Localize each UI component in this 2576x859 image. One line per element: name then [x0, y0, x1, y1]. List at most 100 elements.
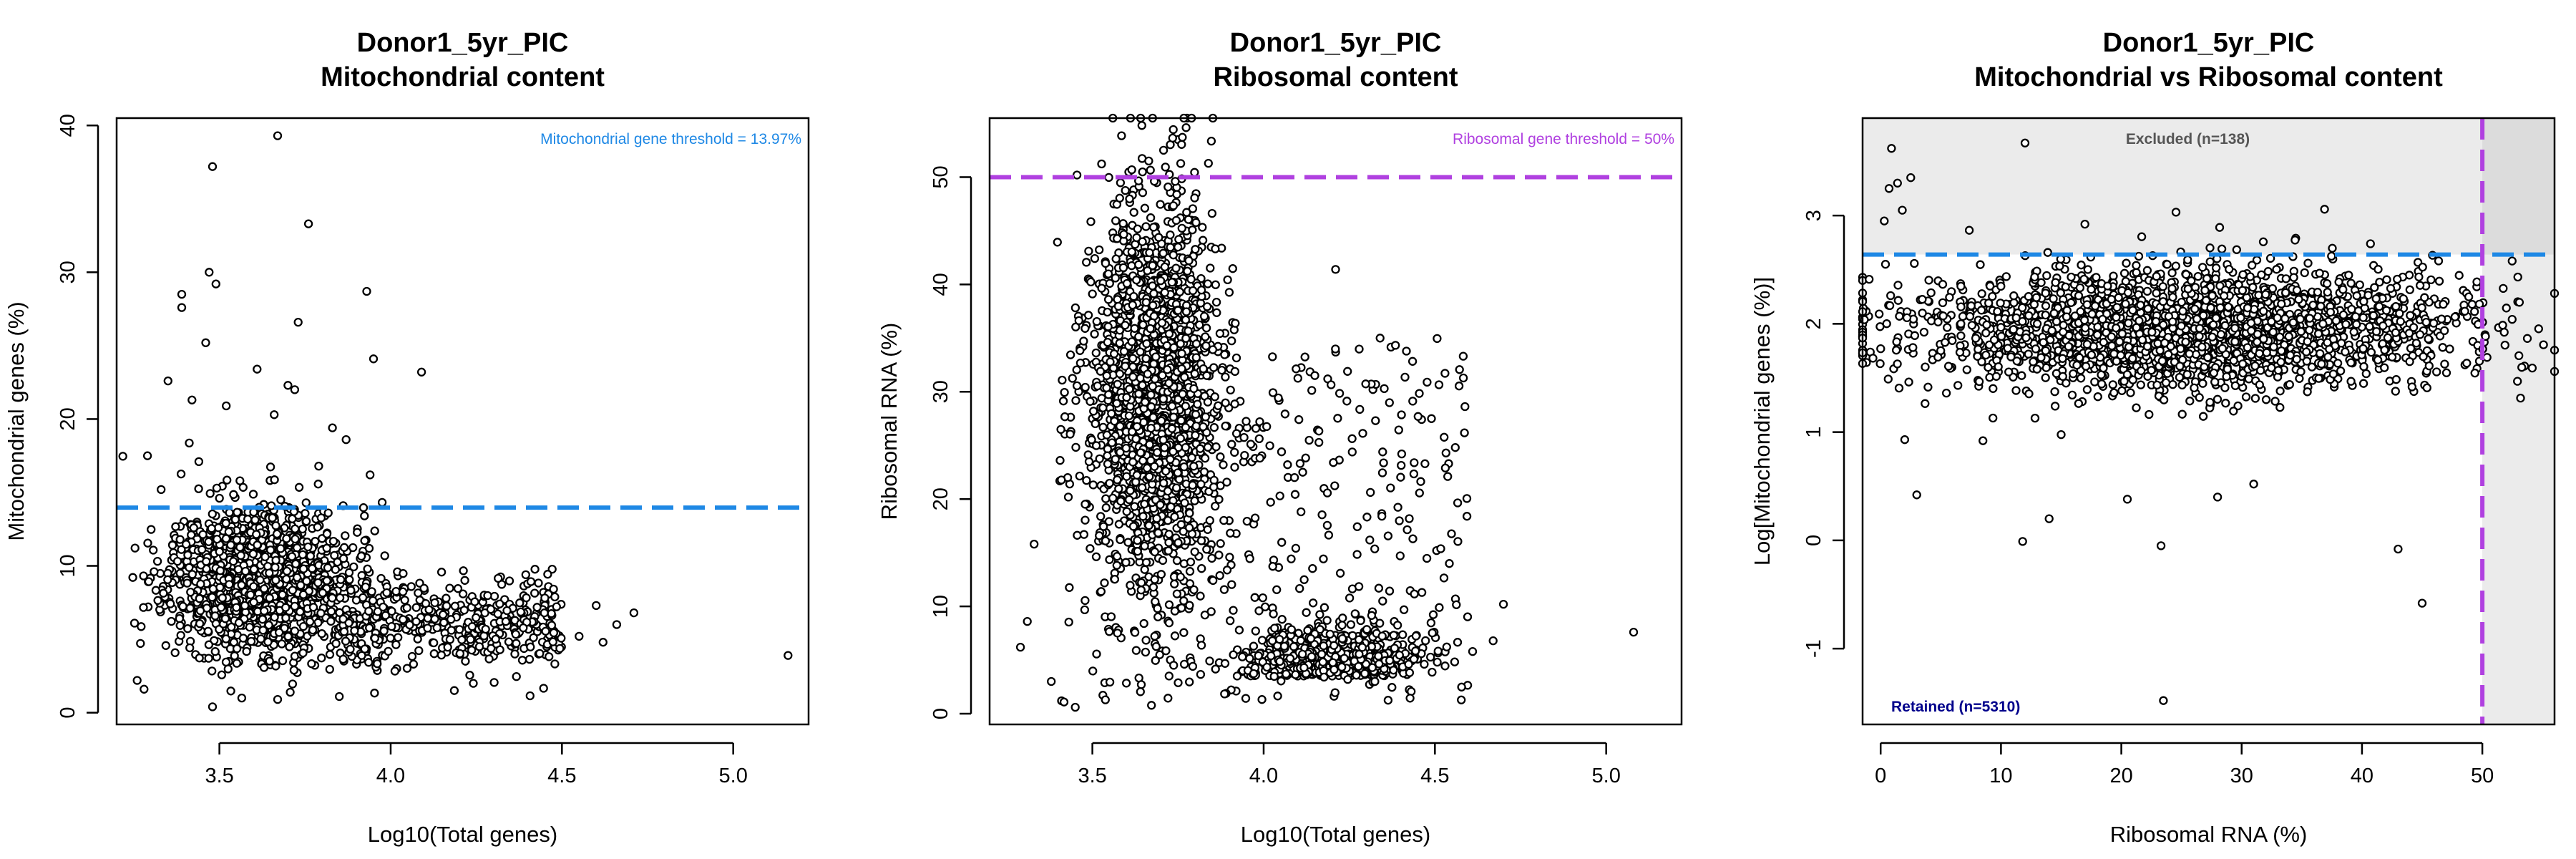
data-point: [1105, 478, 1114, 488]
data-point: [483, 591, 492, 601]
y-tick-label: 10: [57, 554, 79, 577]
data-point: [1450, 657, 1460, 666]
data-point: [142, 451, 152, 460]
data-point: [1088, 480, 1098, 490]
data-point: [1188, 225, 1197, 235]
data-point: [1277, 447, 1287, 457]
data-point: [301, 498, 311, 508]
data-point: [1310, 371, 1319, 380]
data-point: [1181, 307, 1191, 316]
data-point: [1181, 442, 1190, 452]
data-point: [1258, 593, 1267, 603]
data-point: [1184, 326, 1193, 336]
data-point: [552, 602, 561, 611]
data-point: [211, 279, 220, 288]
data-point: [1162, 341, 1171, 350]
data-point: [1140, 541, 1149, 550]
excluded-region-corner: [2482, 118, 2555, 255]
data-point: [1096, 587, 1106, 596]
data-point: [1352, 550, 1362, 559]
data-point: [1397, 460, 1406, 470]
data-point: [229, 490, 238, 499]
data-point: [178, 601, 187, 611]
data-point: [1097, 159, 1106, 169]
data-point: [1124, 411, 1134, 421]
data-point: [1146, 402, 1156, 412]
data-point: [1190, 496, 1199, 505]
data-point: [311, 537, 320, 546]
data-point: [1283, 460, 1292, 470]
data-point: [1241, 694, 1251, 703]
data-point: [1080, 324, 1090, 333]
data-point: [322, 543, 331, 553]
data-point: [2394, 544, 2403, 554]
data-point: [1355, 649, 1364, 659]
data-point: [313, 480, 323, 489]
data-point: [242, 646, 251, 656]
data-point: [1241, 417, 1251, 426]
data-point: [1314, 437, 1324, 447]
data-point: [220, 614, 230, 623]
data-point: [1141, 222, 1151, 231]
data-point: [1105, 677, 1115, 687]
data-point: [461, 656, 470, 666]
data-point: [432, 623, 441, 633]
data-point: [298, 621, 308, 631]
data-point: [161, 641, 170, 650]
data-point: [1153, 612, 1163, 621]
data-point: [1906, 173, 1916, 183]
data-point: [1164, 600, 1174, 609]
data-point: [1319, 554, 1328, 563]
data-point: [299, 564, 308, 573]
data-point: [1122, 472, 1131, 481]
data-point: [248, 490, 258, 499]
data-point: [2156, 541, 2166, 550]
data-point: [1329, 458, 1338, 467]
data-point: [1158, 248, 1168, 258]
data-point: [1058, 397, 1068, 406]
data-point: [265, 568, 274, 578]
data-point: [1277, 538, 1287, 547]
data-point: [208, 702, 218, 712]
data-point: [1141, 558, 1151, 567]
data-point: [1070, 702, 1080, 712]
data-point: [255, 576, 265, 585]
data-point: [1157, 318, 1167, 328]
data-point: [373, 607, 383, 616]
data-point: [487, 644, 496, 653]
data-point: [1207, 553, 1216, 563]
data-point: [1203, 442, 1213, 452]
data-point: [1202, 302, 1212, 311]
data-point: [235, 476, 245, 485]
data-point: [1150, 575, 1159, 584]
data-point: [1083, 311, 1093, 320]
data-point: [1457, 695, 1466, 704]
data-point: [167, 616, 176, 626]
data-point: [1225, 553, 1234, 562]
data-point: [139, 571, 148, 581]
data-point: [1887, 144, 1896, 153]
data-point: [1251, 424, 1261, 433]
data-point: [1898, 205, 1907, 215]
data-point: [1119, 230, 1128, 239]
data-point: [1158, 555, 1168, 566]
data-point: [1455, 365, 1464, 374]
data-point: [1144, 521, 1153, 530]
data-point: [313, 523, 322, 532]
data-point: [1282, 669, 1291, 679]
data-point: [1146, 324, 1155, 334]
data-point: [1114, 520, 1124, 529]
data-point: [215, 566, 225, 576]
data-point: [149, 545, 158, 555]
data-point: [1231, 353, 1241, 363]
data-point: [1411, 631, 1421, 641]
data-point: [1199, 422, 1208, 432]
data-point: [1285, 654, 1295, 663]
data-point: [1319, 641, 1328, 651]
data-point: [1405, 668, 1415, 677]
data-point: [1164, 379, 1174, 388]
data-point: [1070, 303, 1080, 313]
data-point: [1257, 695, 1267, 704]
data-point: [1109, 349, 1119, 359]
data-point: [1185, 601, 1194, 610]
